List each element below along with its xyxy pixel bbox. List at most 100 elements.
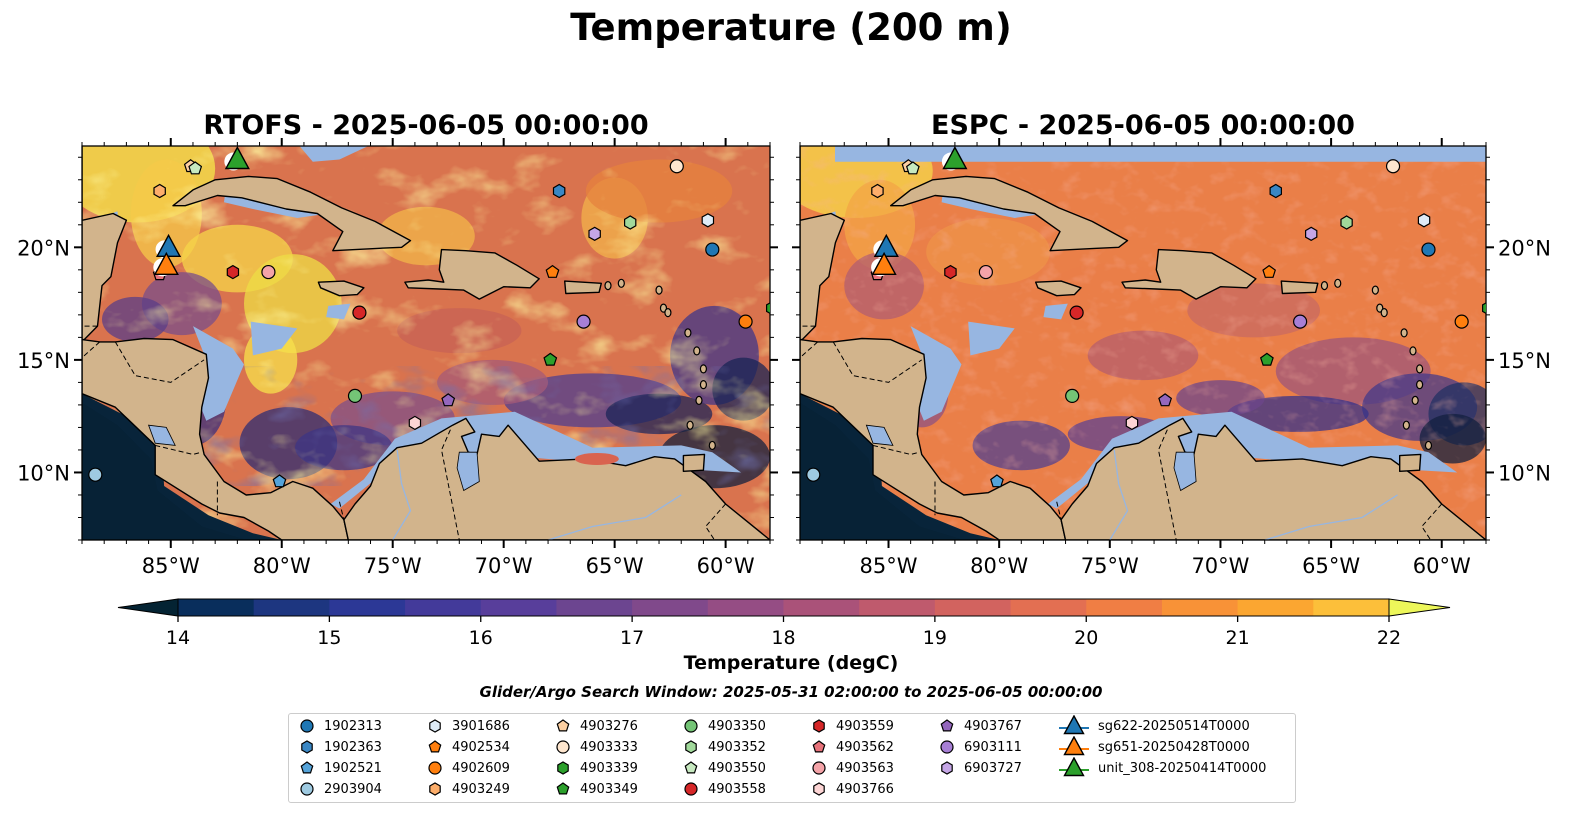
argo-float-4903558	[1069, 305, 1084, 320]
legend-label: 4903339	[580, 760, 638, 776]
legend-label: 1902363	[324, 739, 382, 755]
legend-entry-4903350: 4903350	[683, 717, 766, 735]
legend-entry-4903766: 4903766	[811, 780, 894, 798]
argo-float-4902609	[1454, 314, 1469, 329]
x-tick-label: 75°W	[364, 554, 422, 578]
river	[547, 494, 682, 540]
legend-label: 1902313	[324, 718, 382, 734]
legend-marker-hexagon	[429, 782, 441, 796]
shallow-shelf-pedro	[326, 303, 351, 320]
colorbar-tick-label: 16	[469, 627, 493, 649]
island	[1371, 285, 1379, 295]
argo-float-4903563	[261, 264, 276, 280]
pacific-deep	[800, 402, 964, 540]
colorbar-tick-label: 19	[923, 627, 947, 649]
legend-marker-hexagon	[685, 740, 697, 754]
island	[1416, 364, 1424, 374]
legend-symbol	[429, 719, 441, 733]
island	[699, 364, 708, 374]
argo-float-4903767	[441, 393, 456, 407]
legend-label: unit_308-20250414T0000	[1098, 760, 1267, 776]
argo-float-4903349	[543, 352, 558, 366]
legend-entry-4903558: 4903558	[683, 780, 766, 798]
legend-symbol	[684, 782, 698, 796]
colorbar-extend-low	[117, 598, 179, 617]
colorbar-tick-label: 18	[771, 627, 795, 649]
legend-marker-pentagon	[940, 719, 954, 732]
argo-float-3901686	[1417, 213, 1431, 228]
legend-symbol	[684, 761, 698, 774]
colorbar-band	[1161, 599, 1239, 616]
legend-entry-sg651-20250428T0000: sg651-20250428T0000	[1059, 736, 1250, 757]
island	[708, 440, 716, 451]
legend-glider-marker	[1059, 757, 1089, 777]
legend-marker-circle	[428, 761, 442, 775]
colorbar-tick-label: 20	[1074, 627, 1098, 649]
lake-nicaragua	[147, 424, 176, 446]
no-data-band	[835, 146, 1486, 162]
colorbar-band	[253, 599, 330, 616]
legend-glider-marker	[1059, 736, 1089, 756]
country-border	[114, 341, 205, 383]
country-border	[872, 444, 920, 455]
colorbar-band	[1086, 599, 1163, 616]
colorbar-tick-label: 15	[317, 627, 341, 649]
legend-entry-1902313: 1902313	[299, 717, 382, 735]
legend-marker-circle	[300, 719, 314, 733]
colorbar-tick-label: 17	[620, 627, 644, 649]
legend-entry-4902609: 4902609	[427, 759, 510, 777]
legend-label: 4903249	[452, 781, 510, 797]
legend-label: 4903333	[580, 739, 638, 755]
legend-symbol	[556, 740, 570, 754]
legend-entry-4903550: 4903550	[683, 759, 766, 777]
argo-float-2903904	[806, 467, 821, 482]
legend-marker-hexagon	[813, 719, 825, 733]
map-axes: 85°W 80°W 75°W 70°W 65°W 60°W 10°N 15°N 20°N 85°W…	[17, 138, 1551, 578]
legend-symbol	[300, 782, 314, 796]
shallow-shelf-honduras	[910, 326, 962, 421]
argo-float-6903111	[1293, 314, 1308, 329]
legend-marker-hexagon	[301, 740, 313, 754]
legend-label: 4903563	[836, 760, 894, 776]
legend-entry-4903562: 4903562	[811, 738, 894, 756]
shallow-shelf-nicaraguaPlat	[250, 321, 298, 356]
island	[604, 280, 612, 291]
argo-float-4903558	[352, 305, 367, 320]
argo-float-4903352	[1340, 215, 1353, 230]
colorbar-band	[859, 599, 936, 616]
glider-sg651-20250428T0000	[153, 251, 179, 276]
island	[1411, 395, 1419, 406]
legend: 1902313 1902363 1902521 2903904 3901686 49025…	[288, 713, 1296, 803]
x-tick-label: 65°W	[586, 554, 644, 578]
island	[1402, 420, 1410, 430]
legend-entry-6903111: 6903111	[939, 738, 1022, 756]
legend-triangle	[1063, 715, 1085, 735]
argo-float-4903559	[226, 264, 240, 280]
legend-label: sg622-20250514T0000	[1098, 718, 1250, 734]
y-tick-label: 15°N	[17, 349, 70, 373]
island	[1380, 308, 1388, 318]
legend-label: 4902609	[452, 760, 510, 776]
legend-entry-4903276: 4903276	[555, 717, 638, 735]
lake-maracaibo	[456, 451, 480, 492]
legend-entry-sg622-20250514T0000: sg622-20250514T0000	[1059, 715, 1250, 736]
island	[693, 346, 701, 356]
x-tick-label: 70°W	[1191, 554, 1249, 578]
shallow-shelf-honduras	[193, 326, 244, 421]
legend-label: 4903352	[708, 739, 766, 755]
y-tick-label: 15°N	[1498, 349, 1551, 373]
colorbar-band	[329, 599, 406, 616]
y-tick-label: 10°N	[1498, 461, 1551, 485]
country-border	[441, 429, 460, 540]
legend-entry-6903727: 6903727	[939, 759, 1022, 777]
legend-marker-pentagon	[428, 740, 442, 753]
observation-markers	[88, 146, 1486, 488]
legend-entry-4903349: 4903349	[555, 780, 638, 798]
argo-float-1902313	[1421, 242, 1436, 257]
land-central	[82, 337, 349, 540]
island	[1400, 328, 1408, 338]
legend-marker-pentagon	[812, 740, 826, 753]
argo-float-3901686	[701, 213, 715, 228]
legend-glider-marker	[1059, 715, 1089, 735]
